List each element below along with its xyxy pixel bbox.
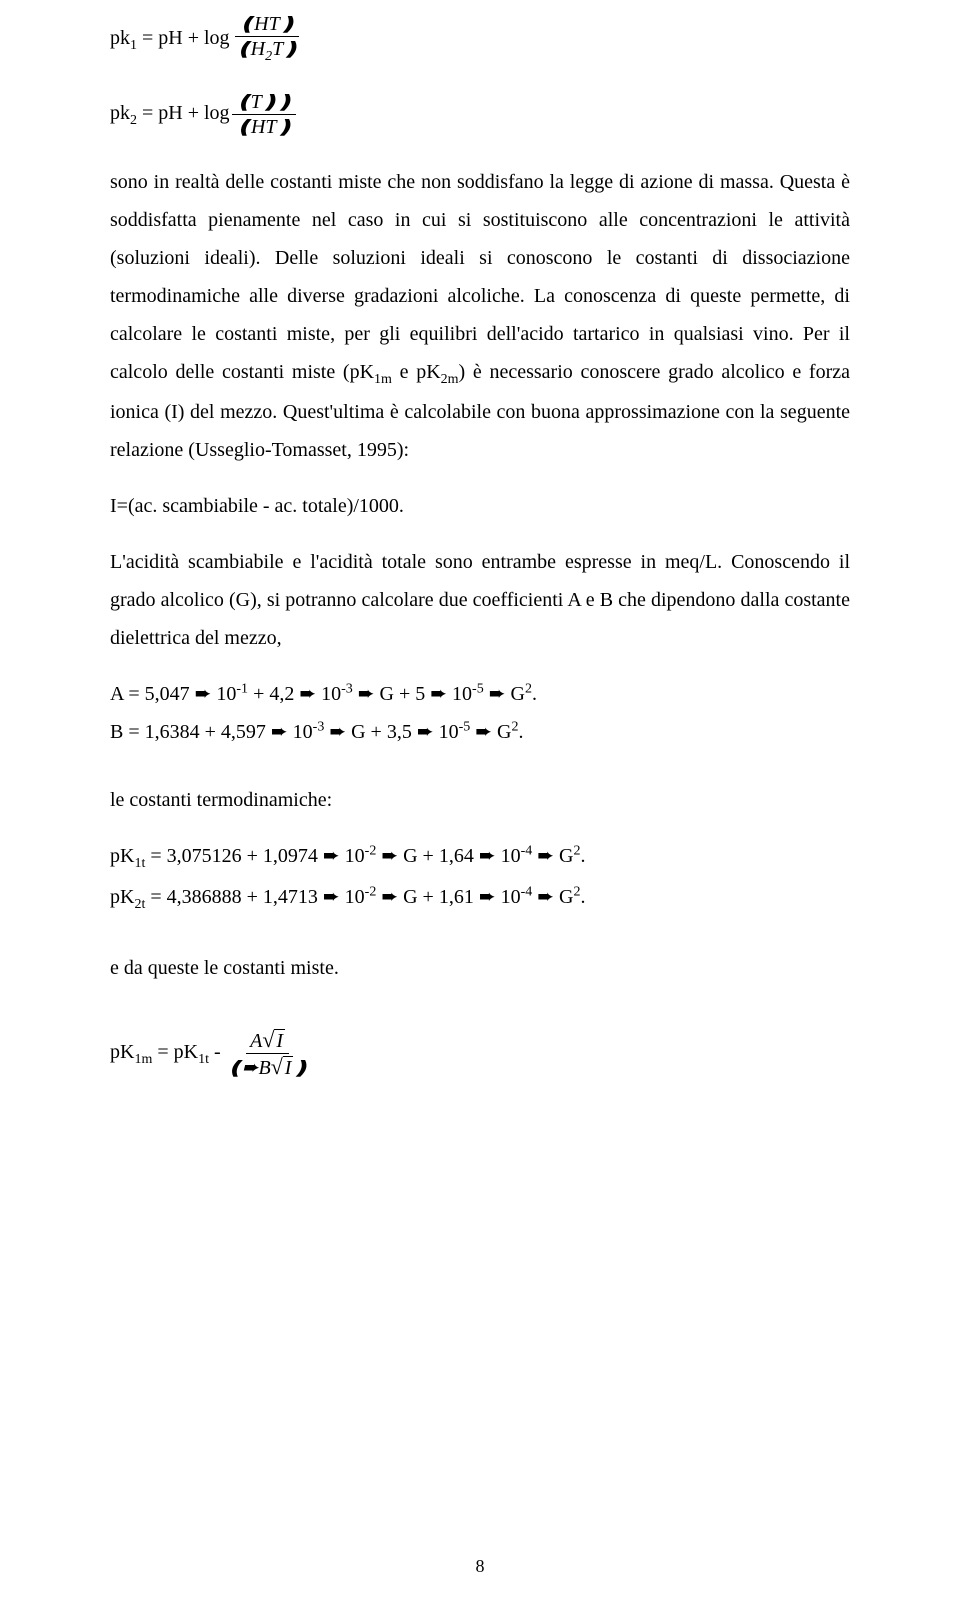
page-number: 8 bbox=[0, 1549, 960, 1583]
eq-pK1m-fraction: A√I ❪➨B√I❫ bbox=[223, 1027, 313, 1081]
equation-pK2t: pK2t = 4,386888 + 1,4713 ➨ 10-2 ➨ G + 1,… bbox=[110, 878, 850, 919]
equation-pk2: pk2 = pH + log ❪T❫❫ ❪HT❫ bbox=[110, 90, 850, 139]
eq-pk1-fraction: ❪HT❫ ❪H2T❫ bbox=[232, 12, 303, 66]
label-thermodynamic-constants: le costanti termodinamiche: bbox=[110, 781, 850, 819]
paragraph-intro: sono in realtà delle costanti miste che … bbox=[110, 163, 850, 470]
label-mixed-constants: e da queste le costanti miste. bbox=[110, 949, 850, 987]
equation-A: A = 5,047 ➨ 10-1 + 4,2 ➨ 10-3 ➨ G + 5 ➨ … bbox=[110, 675, 850, 713]
equation-B: B = 1,6384 + 4,597 ➨ 10-3 ➨ G + 3,5 ➨ 10… bbox=[110, 713, 850, 751]
paragraph-coefficients: L'acidità scambiabile e l'acidità totale… bbox=[110, 543, 850, 657]
equation-pK1t: pK1t = 3,075126 + 1,0974 ➨ 10-2 ➨ G + 1,… bbox=[110, 837, 850, 878]
equation-pk1: pk1 = pH + log ❪HT❫ ❪H2T❫ bbox=[110, 12, 850, 66]
equation-pK1m: pK1m = pK1t - A√I ❪➨B√I❫ bbox=[110, 1027, 850, 1081]
eq-pk1-lhs: pk1 = pH + log bbox=[110, 19, 230, 60]
formula-ionic-strength: I=(ac. scambiabile - ac. totale)/1000. bbox=[110, 487, 850, 525]
eq-pk2-fraction: ❪T❫❫ ❪HT❫ bbox=[232, 90, 296, 139]
eq-pk2-lhs: pk2 = pH + log bbox=[110, 94, 230, 135]
